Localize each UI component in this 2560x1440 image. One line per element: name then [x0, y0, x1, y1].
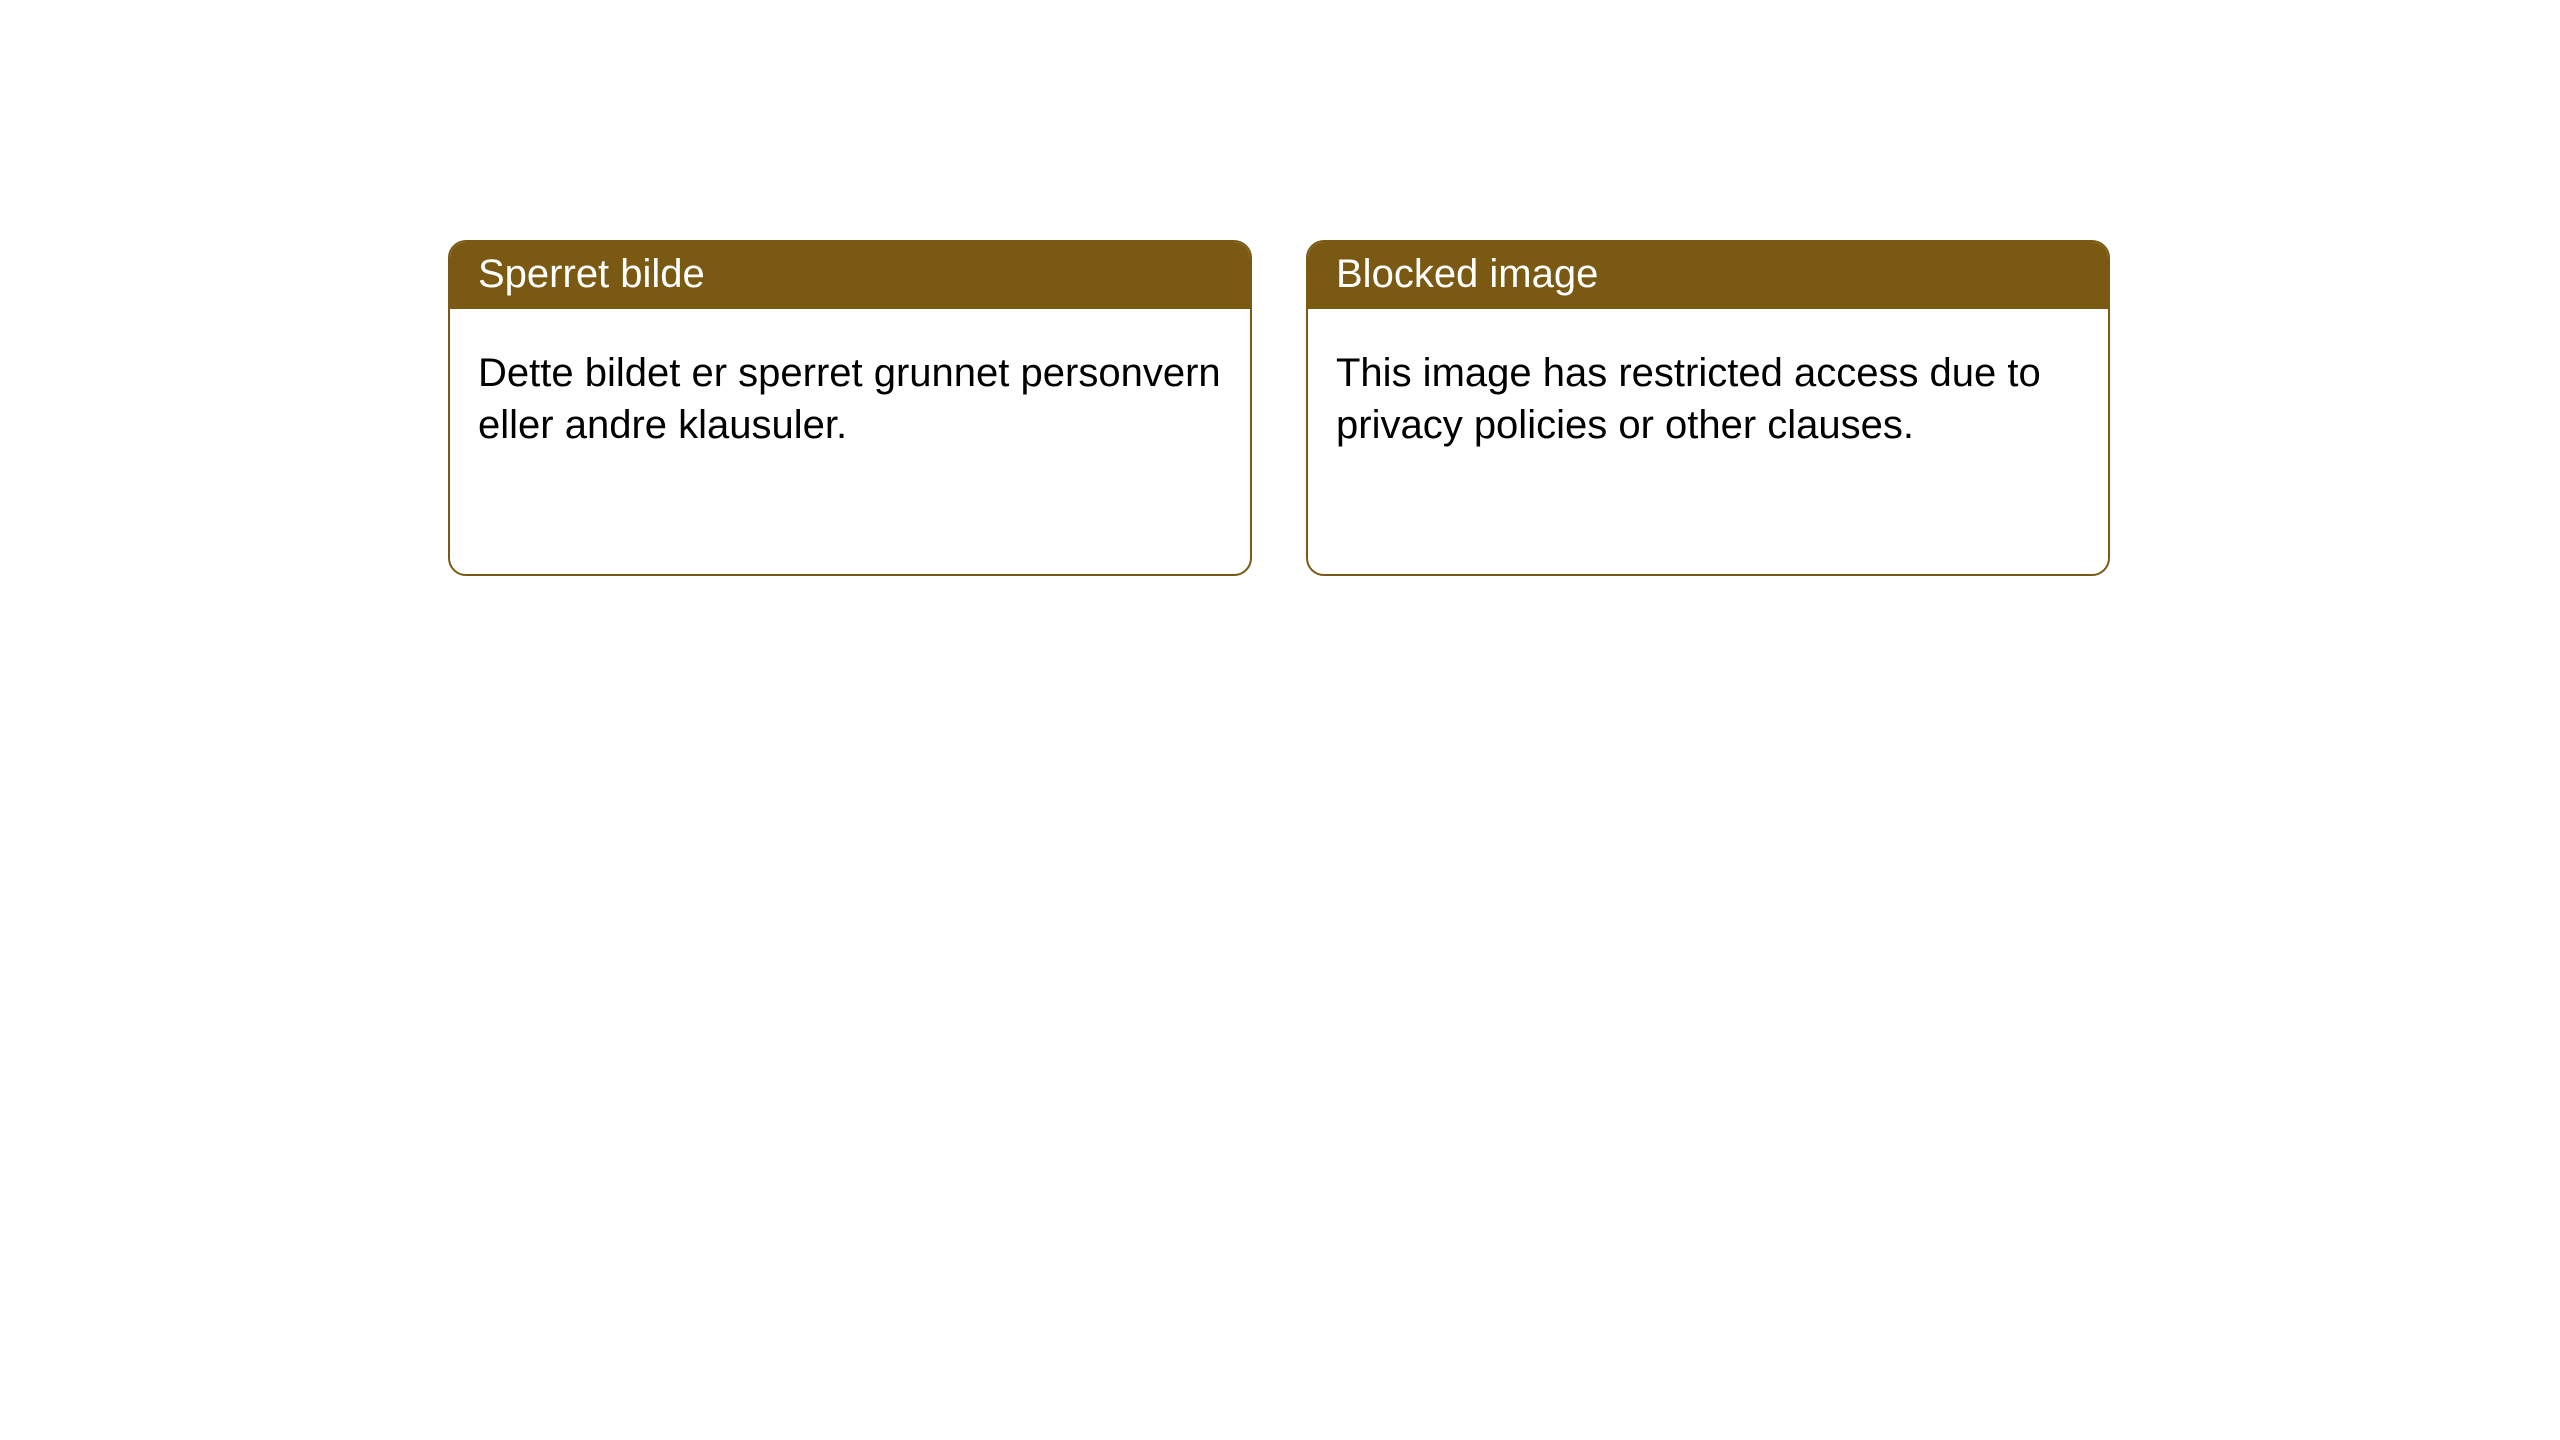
card-body-no: Dette bildet er sperret grunnet personve… — [450, 309, 1250, 489]
card-body-text-no: Dette bildet er sperret grunnet personve… — [478, 351, 1221, 447]
card-header-no: Sperret bilde — [450, 242, 1250, 309]
cards-container: Sperret bilde Dette bildet er sperret gr… — [0, 0, 2560, 576]
card-header-en: Blocked image — [1308, 242, 2108, 309]
blocked-image-card-en: Blocked image This image has restricted … — [1306, 240, 2110, 576]
card-title-no: Sperret bilde — [478, 252, 705, 296]
blocked-image-card-no: Sperret bilde Dette bildet er sperret gr… — [448, 240, 1252, 576]
card-body-en: This image has restricted access due to … — [1308, 309, 2108, 489]
card-body-text-en: This image has restricted access due to … — [1336, 351, 2041, 447]
card-title-en: Blocked image — [1336, 252, 1598, 296]
